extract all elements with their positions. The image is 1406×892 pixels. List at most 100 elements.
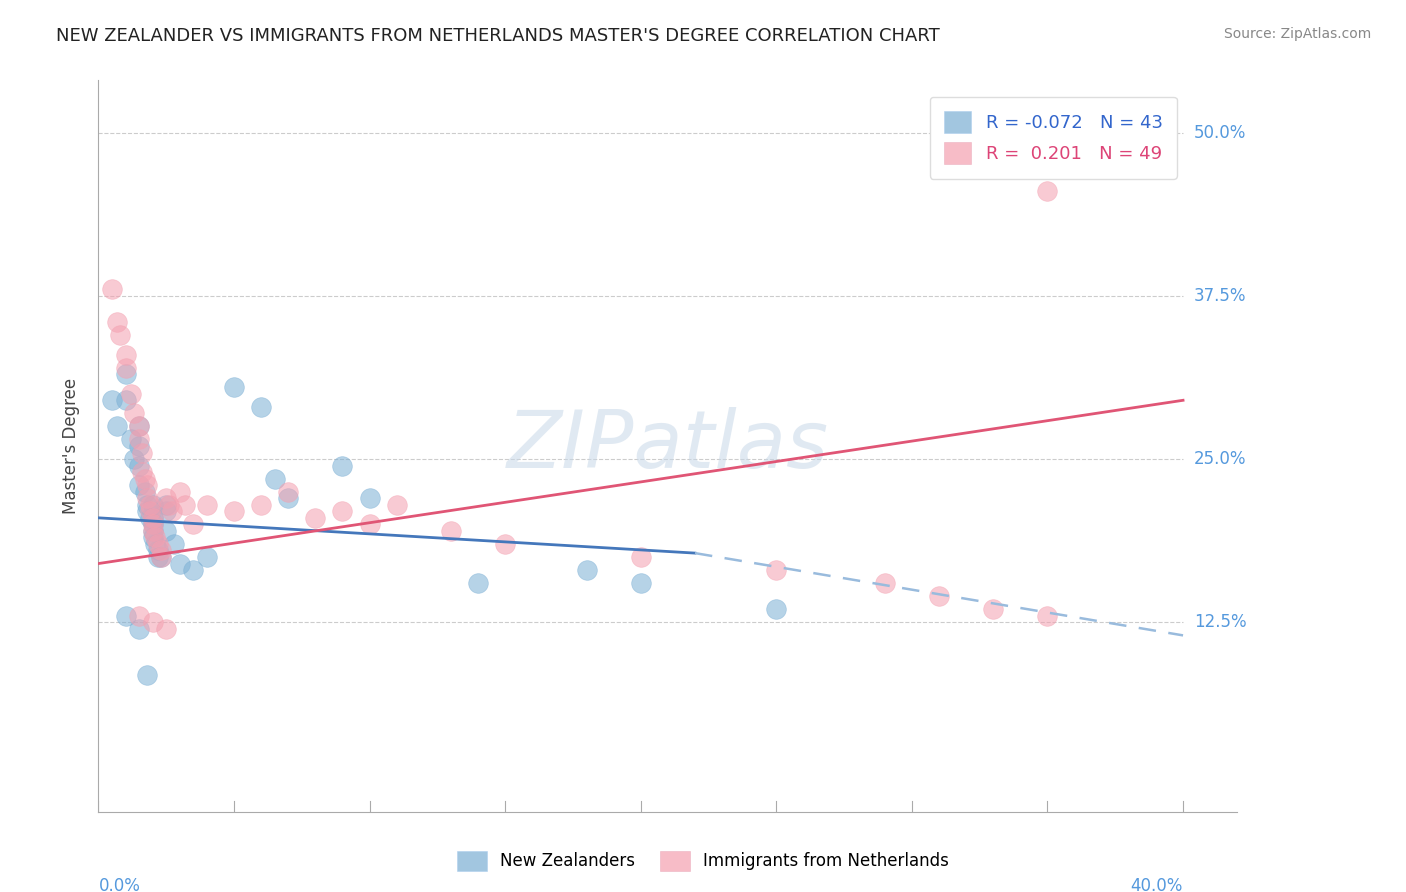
Point (108, 328, 131, 343)
Point (155, 622, 177, 636)
Point (304, 511, 326, 525)
Point (359, 491, 381, 506)
Point (136, 504, 159, 518)
Point (142, 517, 165, 532)
Point (163, 537, 186, 551)
Point (222, 504, 245, 518)
Point (385, 498, 408, 512)
Point (145, 530, 167, 544)
Point (160, 504, 183, 518)
Point (136, 498, 159, 512)
Point (145, 537, 167, 551)
Point (114, 608, 136, 623)
Point (128, 419, 150, 434)
Point (142, 517, 165, 532)
Point (142, 524, 165, 538)
Point (146, 549, 169, 564)
Point (128, 433, 150, 447)
Point (155, 491, 177, 506)
Y-axis label: Master's Degree: Master's Degree (62, 378, 80, 514)
Text: Source: ZipAtlas.com: Source: ZipAtlas.com (1223, 27, 1371, 41)
Point (139, 504, 162, 518)
Text: NEW ZEALANDER VS IMMIGRANTS FROM NETHERLANDS MASTER'S DEGREE CORRELATION CHART: NEW ZEALANDER VS IMMIGRANTS FROM NETHERL… (56, 27, 941, 45)
Point (332, 504, 354, 518)
Point (155, 504, 177, 518)
Point (630, 576, 652, 591)
Point (142, 530, 165, 544)
Point (575, 563, 598, 577)
Point (467, 576, 489, 591)
Point (101, 282, 124, 296)
Point (146, 543, 169, 558)
Text: 12.5%: 12.5% (1194, 614, 1247, 632)
Point (136, 667, 159, 681)
Point (174, 498, 197, 512)
Point (149, 543, 172, 558)
Point (765, 563, 787, 577)
Point (263, 472, 285, 486)
Point (195, 498, 218, 512)
Point (359, 517, 381, 532)
Point (155, 524, 177, 538)
Point (142, 615, 165, 630)
Point (131, 445, 153, 459)
Point (222, 380, 245, 394)
Point (155, 498, 177, 512)
Point (139, 511, 162, 525)
Point (1036, 608, 1059, 623)
Text: 37.5%: 37.5% (1194, 287, 1246, 305)
Text: ZIPatlas: ZIPatlas (506, 407, 830, 485)
Point (114, 348, 136, 362)
Point (128, 419, 150, 434)
Point (136, 491, 159, 506)
Point (134, 484, 156, 499)
Point (928, 589, 950, 603)
Point (1036, 184, 1059, 198)
Point (142, 498, 165, 512)
Text: 50.0%: 50.0% (1194, 123, 1246, 142)
Point (114, 393, 136, 408)
Point (142, 511, 165, 525)
Point (122, 406, 145, 420)
Text: 0.0%: 0.0% (98, 877, 141, 892)
Point (277, 484, 299, 499)
Point (765, 602, 787, 616)
Point (114, 367, 136, 381)
Point (131, 465, 153, 479)
Point (630, 549, 652, 564)
Point (120, 386, 142, 401)
Point (981, 602, 1004, 616)
Point (149, 549, 172, 564)
Text: 40.0%: 40.0% (1130, 877, 1182, 892)
Point (277, 491, 299, 506)
Point (122, 452, 145, 467)
Point (120, 433, 142, 447)
Point (128, 439, 150, 453)
Legend: New Zealanders, Immigrants from Netherlands: New Zealanders, Immigrants from Netherla… (449, 842, 957, 880)
Point (149, 549, 172, 564)
Text: 25.0%: 25.0% (1194, 450, 1246, 468)
Point (250, 498, 273, 512)
Point (128, 458, 150, 473)
Point (169, 484, 191, 499)
Point (183, 517, 205, 532)
Legend: R = -0.072   N = 43, R =  0.201   N = 49: R = -0.072 N = 43, R = 0.201 N = 49 (929, 96, 1177, 178)
Point (139, 498, 162, 512)
Point (146, 537, 169, 551)
Point (128, 622, 150, 636)
Point (101, 393, 124, 408)
Point (332, 458, 354, 473)
Point (136, 478, 159, 492)
Point (440, 524, 463, 538)
Point (114, 360, 136, 375)
Point (195, 549, 218, 564)
Point (183, 563, 205, 577)
Point (134, 472, 156, 486)
Point (157, 498, 180, 512)
Point (250, 400, 273, 414)
Point (128, 608, 150, 623)
Point (107, 315, 129, 329)
Point (494, 537, 516, 551)
Point (142, 511, 165, 525)
Point (169, 557, 191, 571)
